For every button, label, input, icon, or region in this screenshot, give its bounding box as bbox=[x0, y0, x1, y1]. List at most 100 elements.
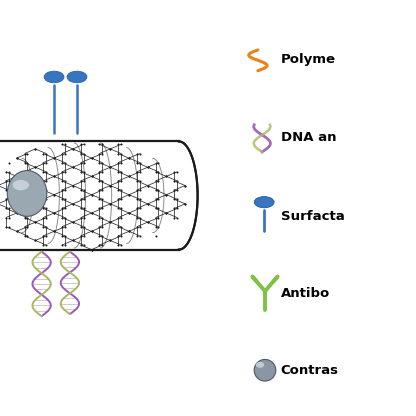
Point bbox=[43, 150, 50, 157]
Point bbox=[171, 214, 178, 221]
Point bbox=[62, 205, 68, 212]
Point bbox=[32, 182, 39, 189]
Point bbox=[59, 196, 65, 203]
Point bbox=[126, 210, 132, 216]
Point bbox=[107, 164, 114, 171]
Point bbox=[182, 201, 188, 207]
Point bbox=[69, 182, 76, 189]
Point bbox=[118, 233, 124, 239]
Point bbox=[163, 191, 170, 198]
Point bbox=[99, 233, 106, 239]
Point bbox=[24, 205, 31, 212]
Point bbox=[69, 182, 76, 189]
Point bbox=[182, 201, 188, 207]
Point bbox=[43, 223, 50, 230]
Point bbox=[21, 214, 28, 221]
Point bbox=[115, 242, 121, 248]
Point bbox=[118, 214, 124, 221]
Point bbox=[118, 223, 124, 230]
Point bbox=[99, 141, 106, 148]
Point bbox=[24, 187, 31, 193]
Point bbox=[51, 210, 57, 216]
Point bbox=[118, 196, 124, 203]
Point bbox=[118, 205, 124, 212]
Point bbox=[163, 210, 170, 216]
Text: Contras: Contras bbox=[281, 364, 339, 377]
Point bbox=[171, 196, 178, 203]
Point bbox=[21, 233, 28, 239]
Point bbox=[62, 223, 68, 230]
Point bbox=[96, 214, 103, 221]
Point bbox=[126, 155, 132, 161]
Point bbox=[144, 164, 151, 171]
Point bbox=[115, 196, 121, 203]
Point bbox=[80, 141, 87, 148]
Point bbox=[80, 150, 87, 157]
Point bbox=[13, 191, 20, 198]
Point bbox=[88, 246, 95, 253]
Point bbox=[40, 150, 47, 157]
Point bbox=[174, 214, 181, 221]
Point bbox=[0, 182, 1, 189]
Point bbox=[43, 168, 50, 175]
Point bbox=[32, 201, 39, 207]
Point bbox=[134, 168, 140, 175]
Point bbox=[24, 150, 31, 157]
Point bbox=[174, 168, 181, 175]
Point bbox=[2, 223, 9, 230]
Point bbox=[32, 219, 39, 225]
Point bbox=[5, 196, 12, 203]
Point bbox=[77, 178, 84, 184]
Point bbox=[136, 150, 143, 157]
Point bbox=[118, 141, 124, 148]
Point bbox=[155, 205, 162, 212]
Point bbox=[152, 159, 159, 166]
Point bbox=[107, 201, 114, 207]
Point bbox=[115, 159, 121, 166]
Point bbox=[80, 178, 87, 184]
Point bbox=[40, 233, 47, 239]
Point bbox=[88, 155, 95, 161]
Point bbox=[32, 237, 39, 244]
Point bbox=[13, 210, 20, 216]
Point bbox=[99, 159, 106, 166]
Point bbox=[24, 178, 31, 184]
Point bbox=[80, 187, 87, 193]
Point bbox=[88, 173, 95, 180]
Point bbox=[96, 205, 103, 212]
Point bbox=[163, 173, 170, 180]
Point bbox=[171, 168, 178, 175]
Point bbox=[59, 141, 65, 148]
Point bbox=[136, 178, 143, 184]
Point bbox=[107, 182, 114, 189]
Point bbox=[51, 173, 57, 180]
Point bbox=[155, 187, 162, 193]
Point bbox=[134, 159, 140, 166]
Point bbox=[115, 205, 121, 212]
Point bbox=[24, 159, 31, 166]
Point bbox=[152, 223, 159, 230]
Point bbox=[88, 228, 95, 235]
Point bbox=[163, 191, 170, 198]
Point bbox=[80, 242, 87, 248]
Point bbox=[43, 233, 50, 239]
Point bbox=[77, 187, 84, 193]
Point bbox=[134, 187, 140, 193]
Point bbox=[144, 182, 151, 189]
Point bbox=[80, 214, 87, 221]
Point bbox=[21, 150, 28, 157]
Point bbox=[80, 159, 87, 166]
Point bbox=[5, 205, 12, 212]
Ellipse shape bbox=[12, 180, 29, 190]
Point bbox=[88, 210, 95, 216]
Point bbox=[136, 205, 143, 212]
Point bbox=[96, 223, 103, 230]
Point bbox=[69, 201, 76, 207]
Point bbox=[77, 159, 84, 166]
Point bbox=[51, 173, 57, 180]
Point bbox=[136, 196, 143, 203]
Point bbox=[115, 150, 121, 157]
Point bbox=[107, 164, 114, 171]
Point bbox=[152, 187, 159, 193]
Point bbox=[24, 214, 31, 221]
